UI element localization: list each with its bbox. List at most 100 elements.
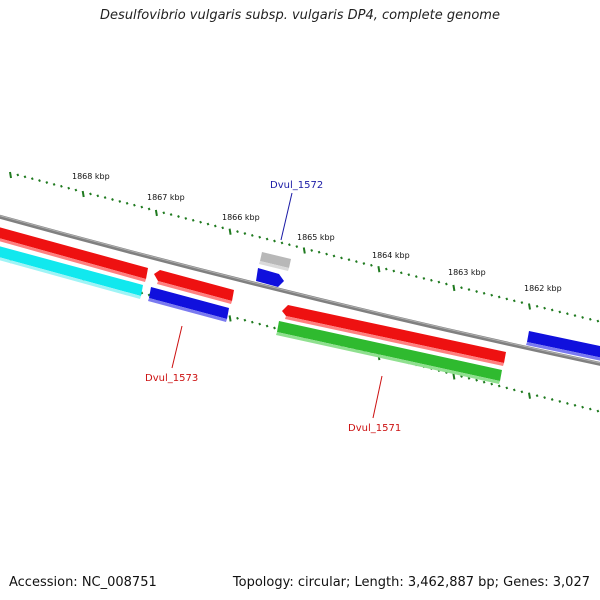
minor-tick xyxy=(566,312,569,316)
minor-tick xyxy=(460,374,463,378)
minor-tick xyxy=(497,295,501,299)
gene-green-dvul-1571[interactable] xyxy=(277,321,502,381)
minor-tick xyxy=(243,232,247,235)
minor-tick xyxy=(581,405,584,409)
minor-tick xyxy=(550,398,554,401)
minor-tick xyxy=(16,173,20,177)
minor-tick xyxy=(535,304,539,308)
minor-tick xyxy=(288,243,291,247)
minor-tick xyxy=(596,319,600,323)
minor-tick xyxy=(512,299,516,303)
scale-label-1866: 1866 kbp xyxy=(222,213,260,222)
minor-tick xyxy=(74,188,78,192)
minor-tick xyxy=(399,271,403,275)
scale-label-1865: 1865 kbp xyxy=(297,233,335,242)
gene-gray-dvul-1572[interactable] xyxy=(260,252,291,268)
minor-tick xyxy=(89,192,92,196)
minor-tick xyxy=(581,315,584,319)
minor-tick xyxy=(213,224,217,228)
minor-tick xyxy=(236,230,239,234)
minor-tick xyxy=(133,203,136,207)
minor-tick xyxy=(566,401,569,405)
minor-tick xyxy=(407,273,411,277)
scale-label-1862: 1862 kbp xyxy=(524,284,562,293)
major-tick xyxy=(302,247,306,254)
minor-tick xyxy=(103,196,107,200)
minor-tick xyxy=(520,390,524,394)
minor-tick xyxy=(437,280,441,284)
minor-tick xyxy=(467,376,471,380)
minor-tick xyxy=(535,394,539,398)
minor-tick xyxy=(23,175,27,179)
minor-tick xyxy=(265,237,269,241)
major-tick xyxy=(154,209,158,217)
minor-tick xyxy=(67,186,71,190)
major-tick xyxy=(228,228,232,235)
scale-label-1864: 1864 kbp xyxy=(372,251,410,260)
gene-blue-small[interactable] xyxy=(256,268,284,287)
minor-tick xyxy=(38,179,41,183)
major-tick xyxy=(452,373,456,380)
minor-tick xyxy=(490,293,494,297)
minor-tick xyxy=(206,222,210,226)
minor-tick xyxy=(191,218,195,222)
minor-tick xyxy=(310,248,314,252)
accession-text: Accession: NC_008751 xyxy=(9,575,157,590)
major-tick xyxy=(81,190,85,198)
minor-tick xyxy=(265,324,269,328)
minor-tick xyxy=(482,380,486,384)
minor-tick xyxy=(258,235,262,239)
gene-blue-right[interactable] xyxy=(527,331,600,358)
minor-tick xyxy=(96,194,100,198)
minor-tick xyxy=(475,378,478,382)
connector-dvul-1572 xyxy=(280,192,293,241)
minor-tick xyxy=(250,320,254,324)
minor-tick xyxy=(482,291,486,295)
minor-tick xyxy=(325,252,328,256)
gene-green-shadow xyxy=(276,332,500,384)
minor-tick xyxy=(52,182,56,186)
minor-tick xyxy=(392,269,396,273)
minor-tick xyxy=(384,267,388,271)
minor-tick xyxy=(258,322,262,326)
minor-tick xyxy=(490,382,494,386)
minor-tick xyxy=(317,250,321,254)
minor-tick xyxy=(184,216,188,220)
minor-tick xyxy=(475,290,478,293)
gene-label-dvul-1571[interactable]: Dvul_1571 xyxy=(348,423,401,434)
gene-red-middle[interactable] xyxy=(154,270,234,301)
minor-tick xyxy=(445,282,448,286)
gene-cyan-left-shadow xyxy=(0,257,141,299)
minor-tick xyxy=(250,233,254,237)
gene-label-dvul-1573[interactable]: Dvul_1573 xyxy=(145,373,198,384)
connector-dvul-1571 xyxy=(372,375,383,419)
gene-red-right[interactable] xyxy=(282,305,506,363)
gene-blue-middle[interactable] xyxy=(149,287,229,319)
gene-red-left[interactable] xyxy=(0,226,148,279)
minor-tick xyxy=(236,316,239,320)
minor-tick xyxy=(295,245,299,249)
major-tick xyxy=(9,171,12,179)
major-tick xyxy=(528,392,531,399)
outer-scale-ticks xyxy=(9,171,600,323)
genome-backbone-highlight xyxy=(0,215,600,364)
minor-tick xyxy=(370,263,373,267)
minor-tick xyxy=(573,403,577,407)
minor-tick xyxy=(45,181,49,184)
minor-tick xyxy=(558,310,562,314)
minor-tick xyxy=(558,399,562,403)
minor-tick xyxy=(243,318,247,322)
gene-cyan-left[interactable] xyxy=(0,245,143,296)
minor-tick xyxy=(347,258,351,262)
minor-tick xyxy=(596,409,600,413)
minor-tick xyxy=(118,199,122,203)
minor-tick xyxy=(543,306,546,310)
gene-gray-shadow xyxy=(259,261,289,271)
minor-tick xyxy=(588,317,592,321)
connector-dvul-1573 xyxy=(171,325,183,369)
minor-tick xyxy=(125,201,129,205)
minor-tick xyxy=(460,286,463,290)
gene-label-dvul-1572[interactable]: Dvul_1572 xyxy=(270,180,323,191)
minor-tick xyxy=(414,275,418,279)
